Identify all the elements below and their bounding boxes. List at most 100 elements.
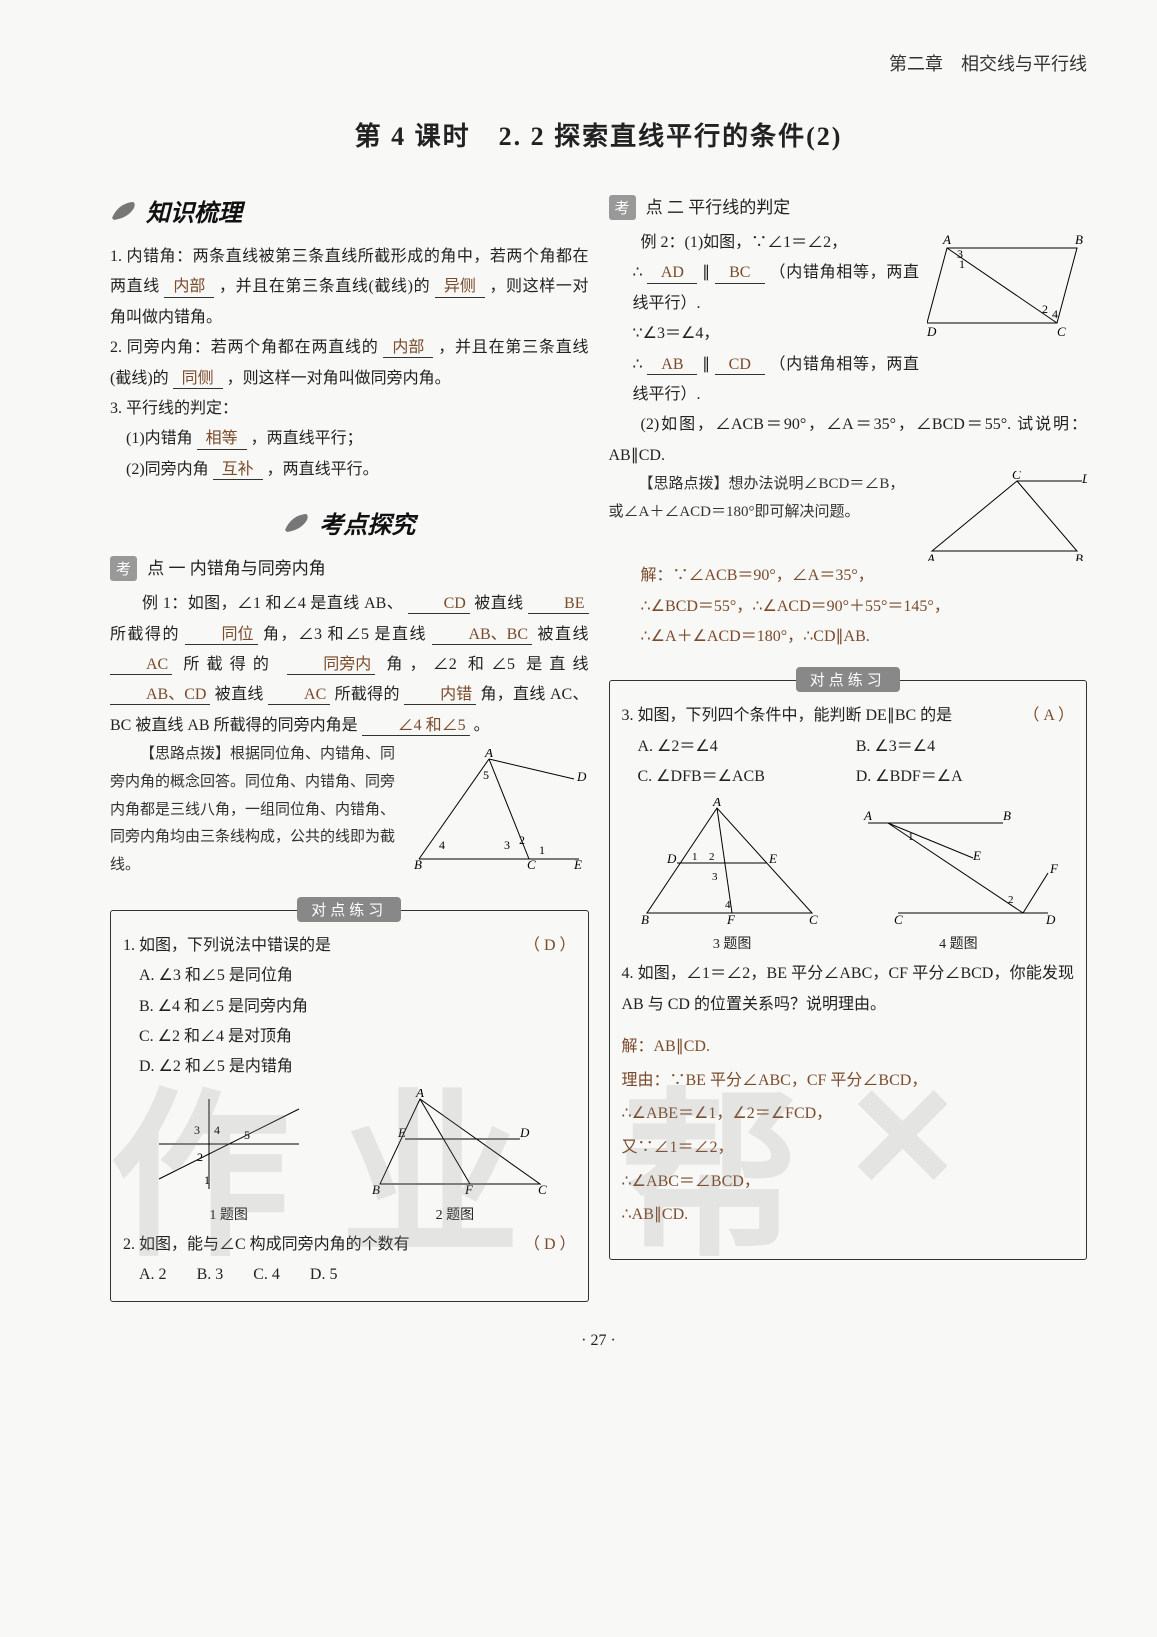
option: D. 5 <box>310 1260 338 1290</box>
svg-text:D: D <box>927 324 937 338</box>
option: A. 2 <box>139 1260 167 1290</box>
problem-3-options: A. ∠2＝∠4 B. ∠3＝∠4 C. ∠DFB＝∠ACB D. ∠BDF＝∠… <box>622 732 1075 793</box>
svg-text:A: A <box>415 1089 424 1100</box>
text: 所截得的 <box>335 686 400 703</box>
left-column: 知识梳理 1. 内错角：两条直线被第三条直线所截形成的角中，若两个角都在两直线 … <box>110 183 589 1302</box>
svg-text:B: B <box>1003 808 1011 823</box>
blank: CD <box>715 355 765 375</box>
svg-text:2: 2 <box>709 851 715 863</box>
blank: 异侧 <box>435 277 485 297</box>
svg-text:4: 4 <box>439 838 445 852</box>
svg-text:A: A <box>484 749 493 760</box>
blank: BC <box>715 263 765 283</box>
text: ，两直线平行； <box>251 430 363 447</box>
blank: 内部 <box>164 277 214 297</box>
p3-figure: A B F C D E 1 2 3 4 <box>637 798 827 928</box>
text: 又∵∠1＝∠2， <box>622 1139 734 1156</box>
svg-text:E: E <box>397 1125 406 1140</box>
svg-text:F: F <box>464 1182 474 1197</box>
brush-icon <box>110 200 138 222</box>
text: 3. 平行线的判定： <box>110 400 238 417</box>
svg-text:1: 1 <box>908 831 914 843</box>
answer: （ D ） <box>524 931 576 961</box>
blank: AC <box>110 655 172 675</box>
example-1: 例 1：如图，∠1 和∠4 是直线 AB、 CD 被直线 BE 所截得的 同位 … <box>110 589 589 741</box>
svg-text:C: C <box>1012 471 1021 482</box>
svg-text:E: E <box>768 851 777 866</box>
answer: （ D ） <box>524 1230 576 1260</box>
text: 3. 如图，下列四个条件中，能判断 DE∥BC 的是 <box>622 707 953 724</box>
problem-4: 4. 如图，∠1＝∠2，BE 平分∠ABC，CF 平分∠BCD，你能发现 AB … <box>622 959 1075 1020</box>
text: ∥ <box>702 264 710 281</box>
text: 。 <box>474 717 490 734</box>
text: 例 1：如图，∠1 和∠4 是直线 AB、 <box>142 595 403 612</box>
text: 2. 同旁内角：若两个角都在两直线的 <box>110 339 379 356</box>
option: A. ∠2＝∠4 <box>638 732 856 762</box>
svg-text:1: 1 <box>539 843 545 857</box>
svg-text:2: 2 <box>1042 302 1048 316</box>
blank: 互补 <box>213 460 263 480</box>
text: 角，∠2 和∠5 是直线 <box>386 656 588 673</box>
option: D. ∠2 和∠5 是内错角 <box>139 1058 293 1075</box>
svg-text:F: F <box>1049 861 1058 876</box>
text: ∵∠3＝∠4， <box>609 319 920 349</box>
text: 被直线 <box>215 686 264 703</box>
text: 解：∵∠ACB＝90°，∠A＝35°， <box>641 567 874 584</box>
svg-text:D: D <box>576 769 587 784</box>
svg-text:2: 2 <box>1008 894 1014 906</box>
topic-1: 考 点 一 内错角与同旁内角 <box>110 554 589 581</box>
svg-text:A: A <box>942 232 951 247</box>
text: 被直线 <box>474 595 523 612</box>
svg-text:D: D <box>519 1125 530 1140</box>
svg-text:3: 3 <box>957 247 963 261</box>
blank: AD <box>647 263 697 283</box>
fig-caption: 2 题图 <box>360 1204 550 1224</box>
example-2-figure-1: A B C D 1 3 2 4 <box>927 228 1087 338</box>
svg-text:1: 1 <box>204 1173 210 1187</box>
text: ∴∠BCD＝55°，∴∠ACD＝90°＋55°＝145°， <box>641 598 950 615</box>
svg-text:C: C <box>1057 324 1066 338</box>
text: ，两直线平行。 <box>267 461 379 478</box>
blank: 内部 <box>383 338 433 358</box>
brush-icon <box>283 512 311 534</box>
svg-text:5: 5 <box>483 768 489 782</box>
blank: BE <box>528 594 588 614</box>
svg-text:B: B <box>414 857 422 869</box>
problem-4-solution: 解：AB∥CD. 理由：∵BE 平分∠ABC，CF 平分∠BCD， ∴∠ABE＝… <box>622 1030 1075 1232</box>
blank: CD <box>408 594 470 614</box>
svg-text:F: F <box>726 912 736 927</box>
example-2-solution: 解：∵∠ACB＝90°，∠A＝35°， ∴∠BCD＝55°，∴∠ACD＝90°＋… <box>609 561 1088 652</box>
option: B. ∠3＝∠4 <box>856 732 1074 762</box>
problem-2: 2. 如图，能与∠C 构成同旁内角的个数有 （ D ） <box>123 1230 576 1260</box>
text: ，则这样一对角叫做同旁内角。 <box>227 370 451 387</box>
topic-title: 点 一 内错角与同旁内角 <box>147 559 326 578</box>
blank: AB、CD <box>110 685 210 705</box>
knowledge-1: 1. 内错角：两条直线被第三条直线所截形成的角中，若两个角都在两直线 内部 ，并… <box>110 242 589 333</box>
problem-2-options: A. 2 B. 3 C. 4 D. 5 <box>123 1260 576 1290</box>
svg-text:B: B <box>1075 232 1083 247</box>
option: B. 3 <box>197 1260 224 1290</box>
svg-text:B: B <box>641 912 649 927</box>
knowledge-banner: 知识梳理 <box>110 193 589 228</box>
text: (1)内错角 <box>110 430 193 447</box>
topic-2: 考 点 二 平行线的判定 <box>609 193 1088 220</box>
topic-badge: 考 <box>110 556 137 581</box>
svg-text:E: E <box>573 857 582 869</box>
blank: 相等 <box>197 429 247 449</box>
problem-3: 3. 如图，下列四个条件中，能判断 DE∥BC 的是 （ A ） <box>622 701 1075 731</box>
svg-text:2: 2 <box>197 1150 203 1164</box>
svg-text:3: 3 <box>504 838 510 852</box>
text: ∴∠A＋∠ACD＝180°，∴CD∥AB. <box>641 628 870 645</box>
text: ∴∠ABE＝∠1，∠2＝∠FCD， <box>622 1105 833 1122</box>
text: 所截得的 <box>110 626 180 643</box>
problem-1-options: A. ∠3 和∠5 是同位角 B. ∠4 和∠5 是同旁内角 C. ∠2 和∠4… <box>123 961 576 1083</box>
svg-text:B: B <box>1075 551 1083 561</box>
option: C. 4 <box>253 1260 280 1290</box>
option: D. ∠BDF＝∠A <box>856 762 1074 792</box>
blank: 同侧 <box>173 369 223 389</box>
example-1-figure: B C E A D 5 4 3 2 1 <box>409 749 589 869</box>
svg-text:D: D <box>666 851 677 866</box>
blank: AB、BC <box>432 625 532 645</box>
svg-text:3: 3 <box>194 1123 200 1137</box>
text: 例 2：(1)如图，∵∠1＝∠2， <box>609 228 920 258</box>
